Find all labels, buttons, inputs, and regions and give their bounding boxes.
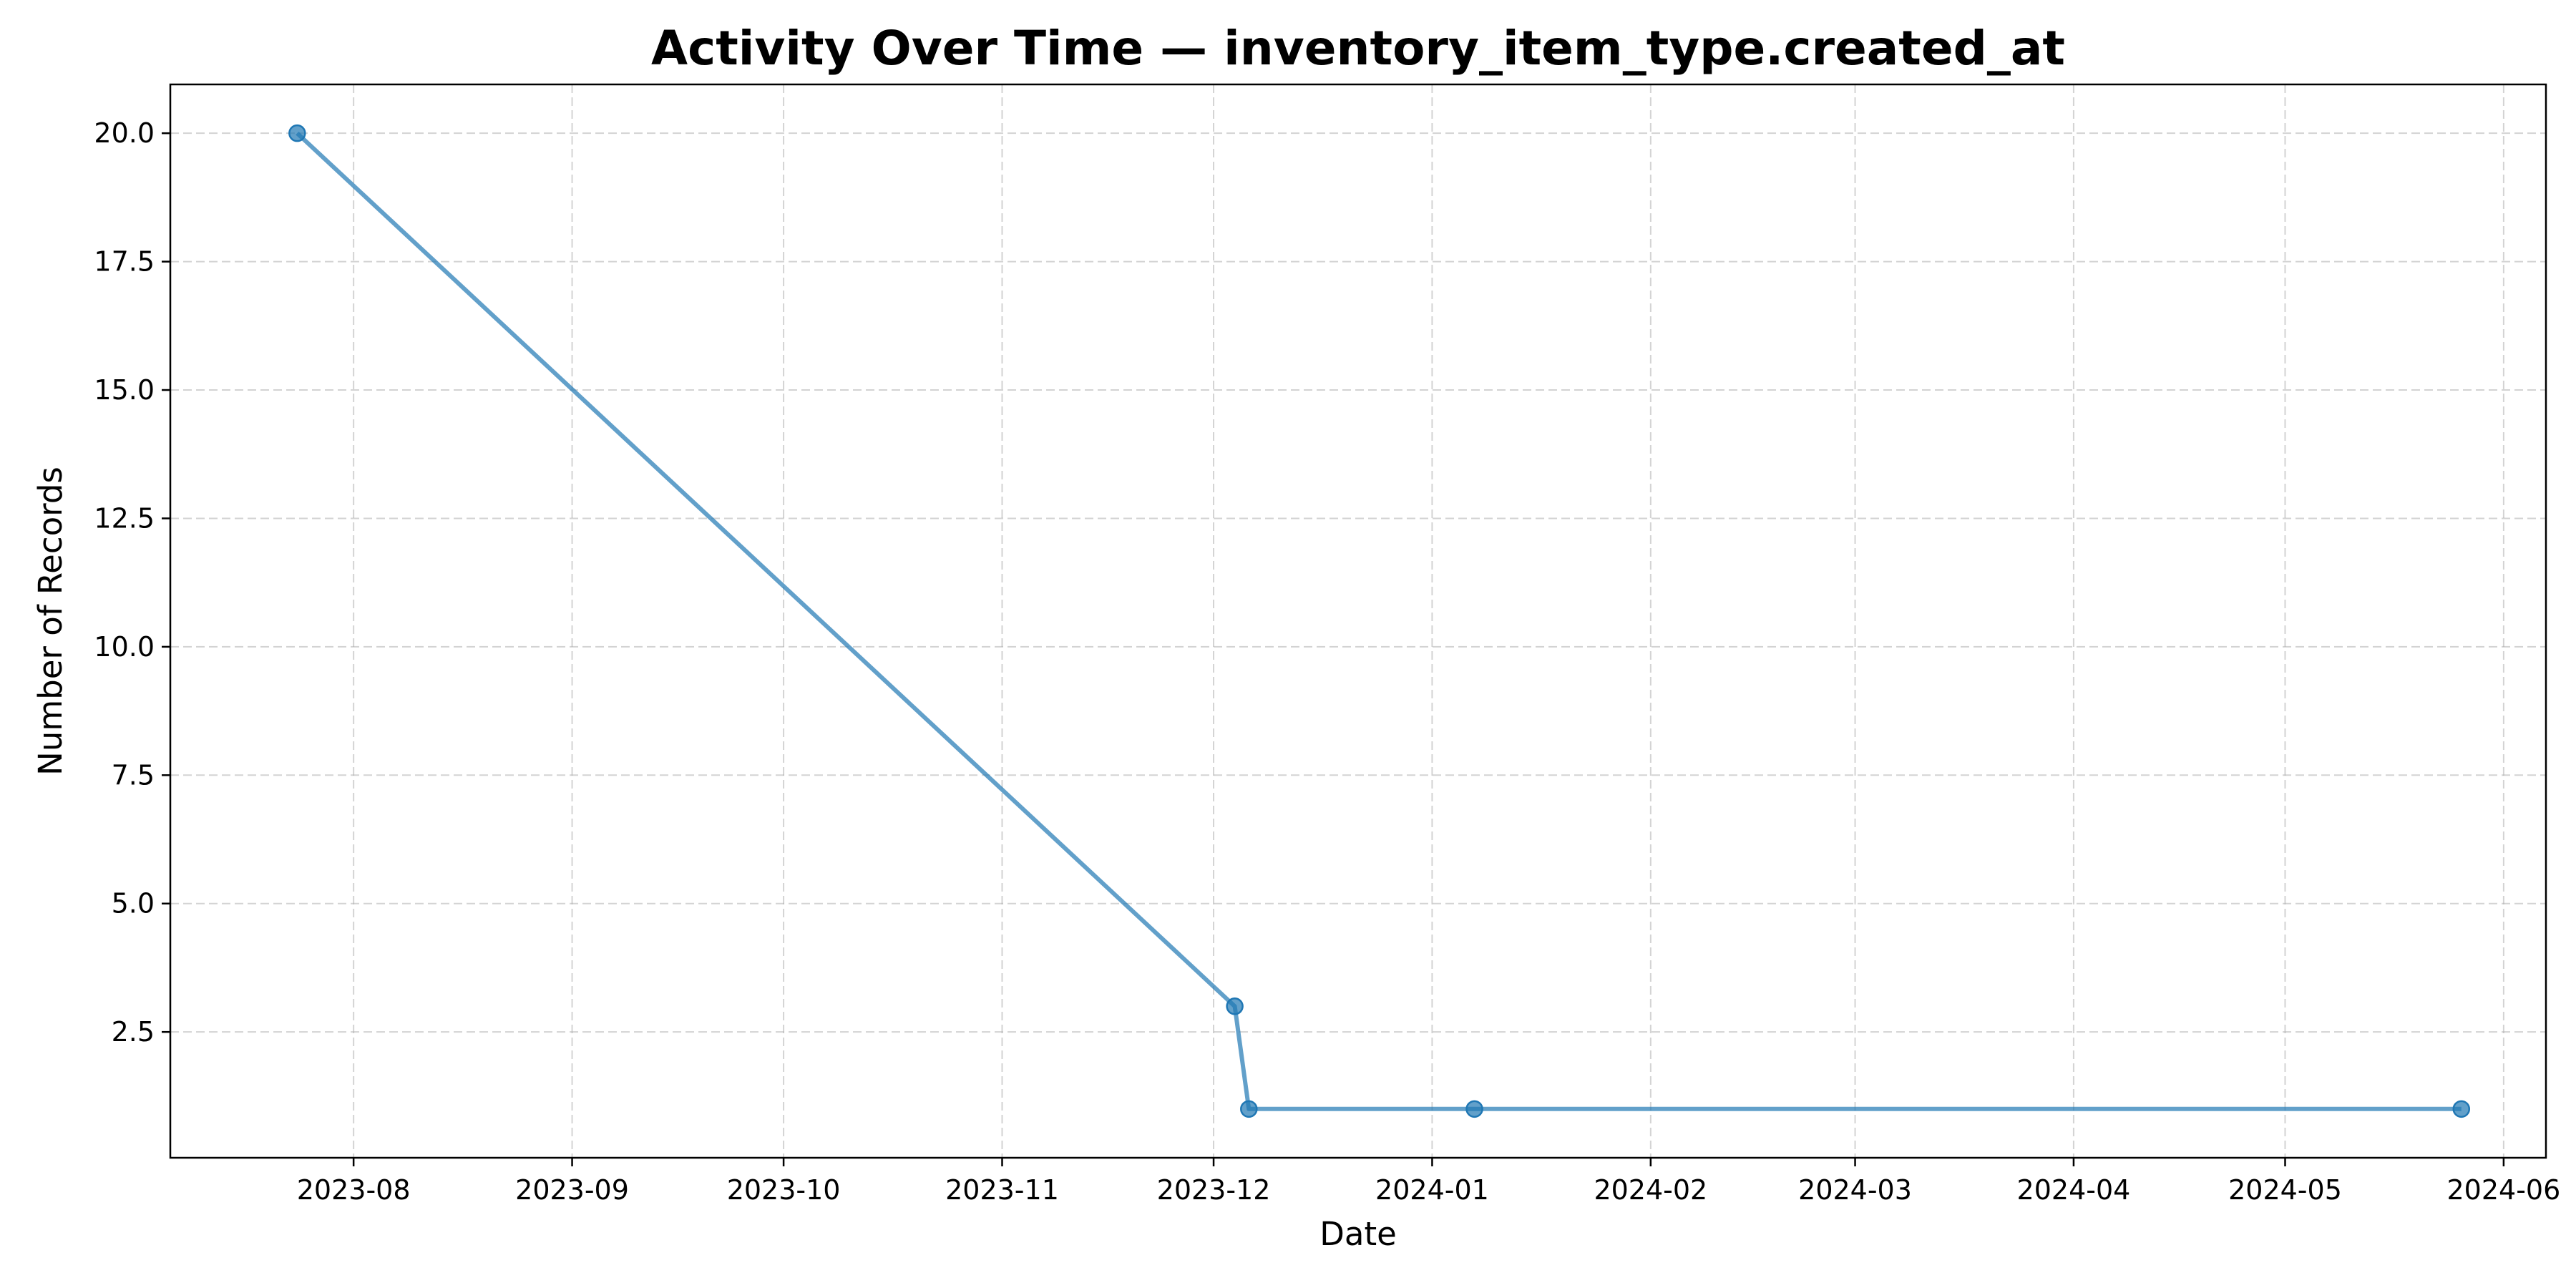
plot-frame [169, 83, 2547, 1159]
x-tick-label: 2023-11 [945, 1174, 1059, 1206]
x-tick-label: 2023-12 [1157, 1174, 1271, 1206]
x-tick-label: 2023-10 [727, 1174, 841, 1206]
x-tick-label: 2024-06 [2446, 1174, 2560, 1206]
y-tick-label: 17.5 [94, 246, 155, 278]
x-tick-label: 2024-03 [1798, 1174, 1912, 1206]
data-point [1226, 997, 1244, 1015]
data-point [1240, 1100, 1258, 1118]
y-axis-label: Number of Records [31, 467, 69, 776]
series [288, 124, 2471, 1118]
x-tick-label: 2024-02 [1594, 1174, 1707, 1206]
y-tick-label: 7.5 [112, 759, 155, 791]
data-point [1465, 1100, 1483, 1118]
chart-title: Activity Over Time — inventory_item_type… [651, 21, 2065, 76]
y-tick-label: 2.5 [112, 1016, 155, 1048]
data-point [288, 124, 306, 142]
x-axis: 2023-08 2023-09 2023-10 2023-11 2023-12 2024-… [297, 1158, 2560, 1206]
y-tick-label: 5.0 [112, 888, 155, 919]
grid [170, 84, 2546, 1158]
y-axis: 2.5 5.0 7.5 10.0 12.5 15.0 17.5 20.0 [94, 117, 170, 1048]
x-tick-label: 2024-01 [1375, 1174, 1489, 1206]
y-tick-label: 20.0 [94, 117, 155, 149]
x-tick-label: 2024-05 [2228, 1174, 2342, 1206]
data-point [2452, 1100, 2471, 1118]
x-axis-label: Date [1319, 1215, 1397, 1253]
y-tick-label: 12.5 [94, 502, 155, 534]
y-tick-label: 15.0 [94, 374, 155, 406]
x-tick-label: 2023-09 [515, 1174, 629, 1206]
y-tick-label: 10.0 [94, 631, 155, 663]
x-tick-label: 2023-08 [297, 1174, 411, 1206]
x-tick-label: 2024-04 [2017, 1174, 2131, 1206]
